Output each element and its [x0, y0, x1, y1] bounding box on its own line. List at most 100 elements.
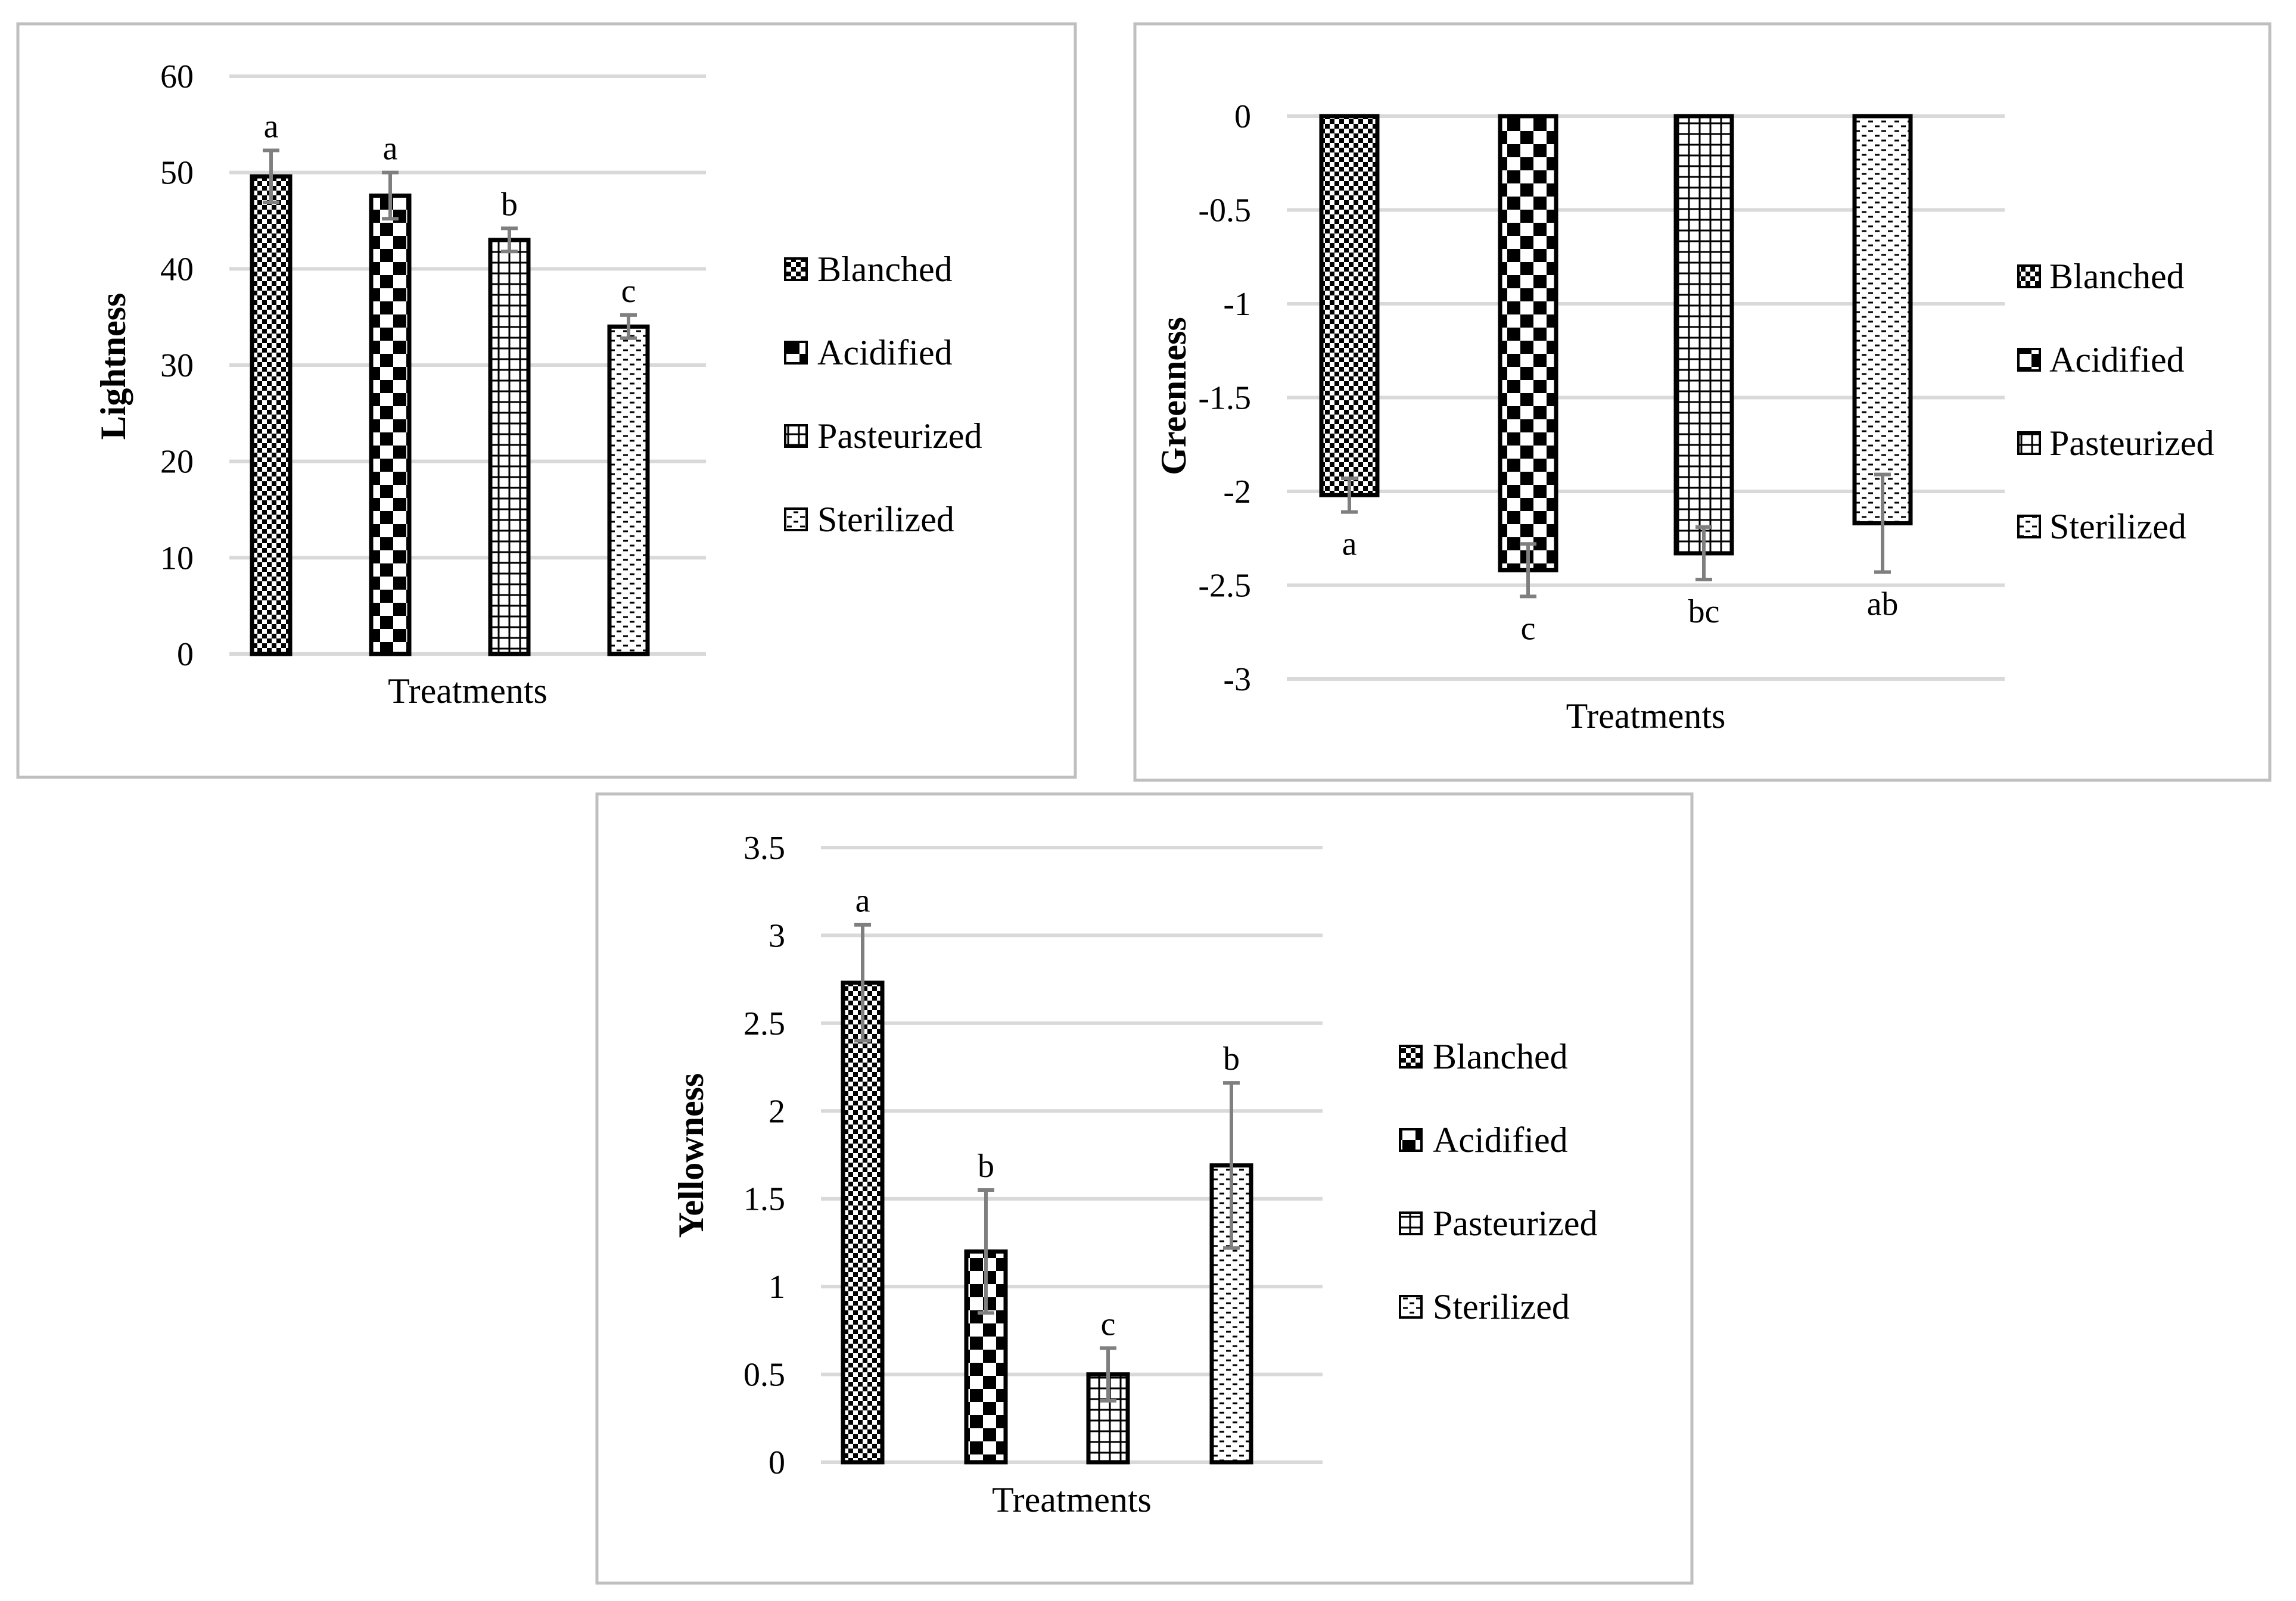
legend-item-acidified: Acidified [1399, 1120, 1568, 1160]
legend-label: Sterilized [1433, 1287, 1570, 1326]
legend-label: Blanched [1433, 1037, 1568, 1076]
legend-label: Acidified [817, 333, 953, 372]
legend-swatch [1399, 1045, 1423, 1069]
legend-swatch [2017, 431, 2041, 455]
chart-panel-lightness: 0 10 20 30 40 50 60 a a b c Treatments Lightness Blan… [16, 22, 1077, 779]
legend-swatch [1399, 1295, 1423, 1319]
legend-swatch [784, 257, 808, 281]
legend-label: Sterilized [2049, 507, 2186, 546]
y-tick-label: 3.5 [743, 830, 785, 867]
y-tick-label: 0 [177, 636, 194, 673]
legend-item-acidified: Acidified [2017, 340, 2185, 379]
error-bar-pasteurized [1695, 525, 1712, 582]
legend-swatch [1399, 1128, 1423, 1152]
bar-blanched [250, 174, 293, 656]
bar-blanched [841, 980, 885, 1465]
significance-letter: a [383, 130, 398, 167]
legend-swatch [784, 424, 808, 448]
legend: Blanched Acidified Pasteurized Sterilized [2017, 257, 2214, 546]
error-bar-blanched [854, 923, 871, 1043]
legend-item-acidified: Acidified [784, 333, 953, 372]
y-tick-label: 1 [769, 1269, 785, 1306]
bar-acidified [1498, 114, 1558, 572]
y-tick-label: 0 [1234, 98, 1251, 135]
y-tick-label: 20 [160, 444, 194, 481]
legend-swatch [2017, 515, 2041, 538]
legend-label: Acidified [1433, 1120, 1568, 1160]
x-axis-title: Treatments [1566, 696, 1726, 736]
legend-swatch [2017, 348, 2041, 372]
legend-item-blanched: Blanched [784, 250, 953, 289]
legend-item-pasteurized: Pasteurized [2017, 423, 2214, 463]
y-tick-label: 1.5 [743, 1181, 785, 1218]
legend-swatch [1399, 1211, 1423, 1235]
bar-sterilized [1852, 114, 1913, 526]
error-bar-sterilized [1874, 472, 1891, 574]
x-axis-title: Treatments [992, 1480, 1152, 1519]
legend-swatch [2017, 264, 2041, 288]
significance-letter: a [264, 108, 279, 145]
significance-letter: a [1342, 526, 1357, 563]
legend-label: Blanched [2049, 257, 2185, 296]
y-axis-title: Yellowness [671, 1073, 711, 1238]
legend-item-blanched: Blanched [2017, 257, 2185, 296]
error-bar-pasteurized [1100, 1346, 1116, 1403]
y-tick-label: -2 [1223, 474, 1251, 510]
legend-label: Blanched [817, 250, 953, 289]
legend-label: Pasteurized [817, 416, 982, 456]
legend-label: Pasteurized [1433, 1204, 1598, 1243]
y-tick-label: 40 [160, 251, 194, 288]
y-tick-label: 2 [769, 1093, 785, 1130]
chart-frame [16, 22, 1077, 779]
chart-frame [595, 792, 1694, 1585]
legend: Blanched Acidified Pasteurized Sterilized [1399, 1037, 1598, 1326]
legend-label: Acidified [2049, 340, 2185, 379]
legend: Blanched Acidified Pasteurized Sterilized [784, 250, 982, 539]
legend-swatch [784, 507, 808, 531]
significance-letter: c [621, 273, 636, 310]
bar-blanched [1319, 114, 1380, 497]
y-tick-label: -2.5 [1198, 568, 1251, 605]
significance-letter: c [1101, 1306, 1116, 1343]
y-tick-label: 2.5 [743, 1005, 785, 1042]
legend-item-sterilized: Sterilized [1399, 1287, 1570, 1326]
error-bar-blanched [1341, 476, 1358, 514]
bar-pasteurized [488, 238, 531, 656]
significance-letter: a [855, 883, 870, 920]
y-tick-label: 30 [160, 347, 194, 384]
legend-label: Sterilized [817, 500, 954, 539]
legend-item-pasteurized: Pasteurized [784, 416, 982, 456]
error-bar-blanched [263, 148, 279, 204]
y-tick-label: -3 [1223, 661, 1251, 698]
legend-item-pasteurized: Pasteurized [1399, 1204, 1598, 1243]
y-tick-label: -0.5 [1198, 192, 1251, 229]
significance-letter: bc [1688, 593, 1720, 630]
error-bar-acidified [382, 170, 399, 221]
y-tick-label: -1 [1223, 286, 1251, 323]
y-tick-label: 0 [769, 1444, 785, 1481]
y-tick-label: -1.5 [1198, 380, 1251, 417]
y-tick-label: 50 [160, 155, 194, 192]
error-bar-sterilized [1223, 1081, 1240, 1250]
legend-item-sterilized: Sterilized [784, 500, 954, 539]
bar-sterilized [607, 324, 650, 656]
x-axis-title: Treatments [388, 671, 547, 711]
significance-letter: b [501, 186, 518, 223]
y-tick-label: 10 [160, 540, 194, 577]
significance-letter: b [978, 1148, 994, 1185]
y-axis-title: Greenness [1154, 317, 1193, 475]
significance-letter: ab [1867, 585, 1899, 622]
chart-panel-greenness: 0 -0.5 -1 -1.5 -2 -2.5 -3 a c bc ab Treatments Green… [1133, 22, 2272, 782]
legend-swatch [784, 341, 808, 365]
bar-acidified [369, 193, 412, 656]
chart-panel-yellowness: 0 0.5 1 1.5 2 2.5 3 3.5 a b c b Treatments Yellowness… [595, 792, 1694, 1585]
y-tick-label: 0.5 [743, 1357, 785, 1394]
error-bar-sterilized [620, 313, 637, 340]
error-bar-pasteurized [501, 226, 518, 254]
y-tick-label: 60 [160, 58, 194, 95]
error-bar-acidified [1520, 542, 1536, 599]
legend-item-blanched: Blanched [1399, 1037, 1568, 1076]
bar-pasteurized [1673, 114, 1734, 556]
error-bar-acidified [978, 1188, 994, 1315]
